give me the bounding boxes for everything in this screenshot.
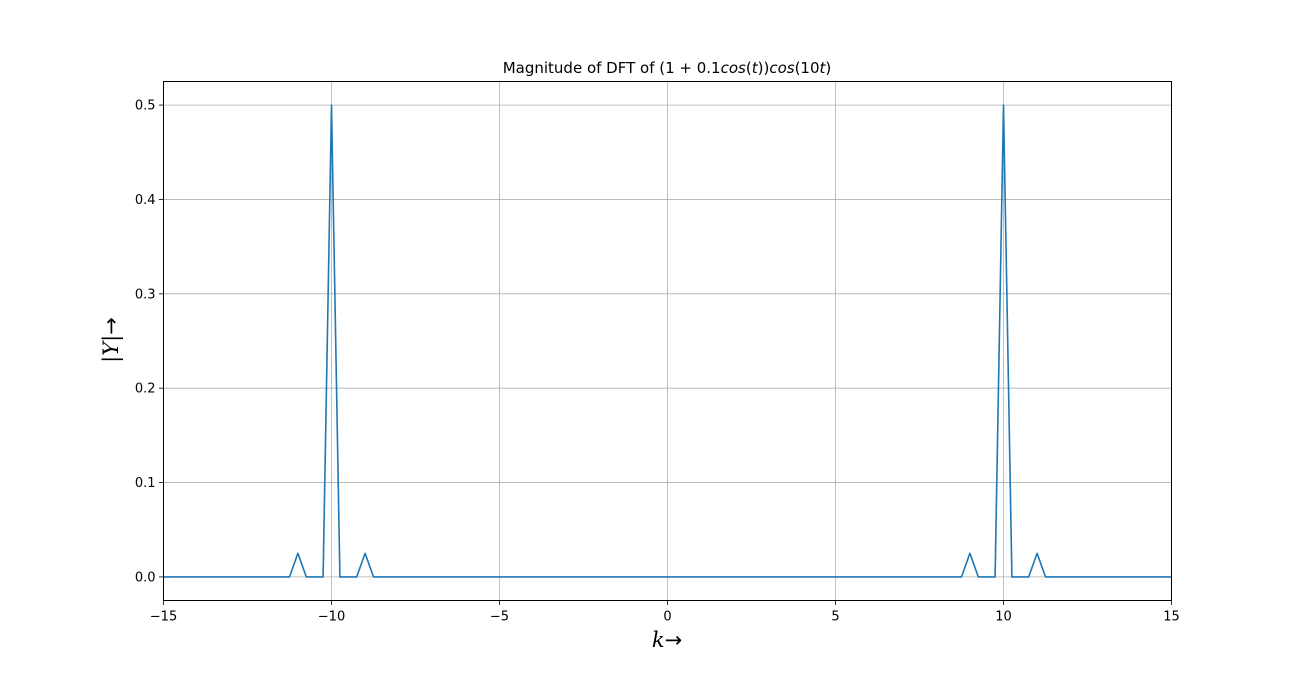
chart-title-paren-open: ( — [746, 59, 752, 77]
x-tick-label: 0 — [663, 610, 671, 625]
chart-title-formula-lead: (1 + 0.1 — [659, 59, 720, 77]
x-axis-label: k→ — [652, 628, 682, 652]
x-tick-label: −5 — [490, 610, 509, 625]
chart-title-t-2: t — [820, 59, 827, 77]
chart-title: Magnitude of DFT of (1 + 0.1cos(t))cos(1… — [503, 59, 832, 77]
chart-title-close: ) — [825, 59, 831, 77]
x-axis-label-var: k — [652, 628, 665, 652]
chart-title-prefix: Magnitude of DFT of — [503, 59, 660, 77]
y-axis-label-var: |Y| — [99, 335, 124, 363]
plot-lines — [163, 104, 1172, 578]
y-tick-label: 0.1 — [135, 476, 156, 491]
chart-title-t-1: t — [752, 59, 759, 77]
grid-lines — [163, 81, 1172, 601]
x-tick-label: 15 — [1163, 610, 1180, 625]
y-tick-label: 0.3 — [135, 287, 156, 302]
x-axis-label-arrow: → — [665, 628, 683, 652]
y-tick-label: 0.4 — [135, 193, 156, 208]
x-tick-label: 5 — [831, 610, 839, 625]
chart-title-ten-open: (10 — [795, 59, 820, 77]
y-axis-label: |Y|→ — [99, 317, 124, 363]
x-tick-label: 10 — [995, 610, 1012, 625]
y-axis-label-arrow: → — [99, 317, 123, 335]
x-tick-label: −10 — [318, 610, 345, 625]
chart-title-paren-close: )) — [758, 59, 770, 77]
chart-title-cos-2: cos — [769, 59, 794, 77]
y-tick-label: 0.5 — [135, 99, 156, 114]
y-tick-label: 0.2 — [135, 382, 156, 397]
x-tick-label: −15 — [150, 610, 177, 625]
chart-title-cos-1: cos — [721, 59, 746, 77]
axis-ticks: −15 −10 −5 0 5 10 15 0.0 0.1 0.2 0.3 0.4 0.5 — [135, 99, 1180, 625]
series-line-0 — [163, 104, 1172, 578]
y-tick-label: 0.0 — [135, 570, 156, 585]
